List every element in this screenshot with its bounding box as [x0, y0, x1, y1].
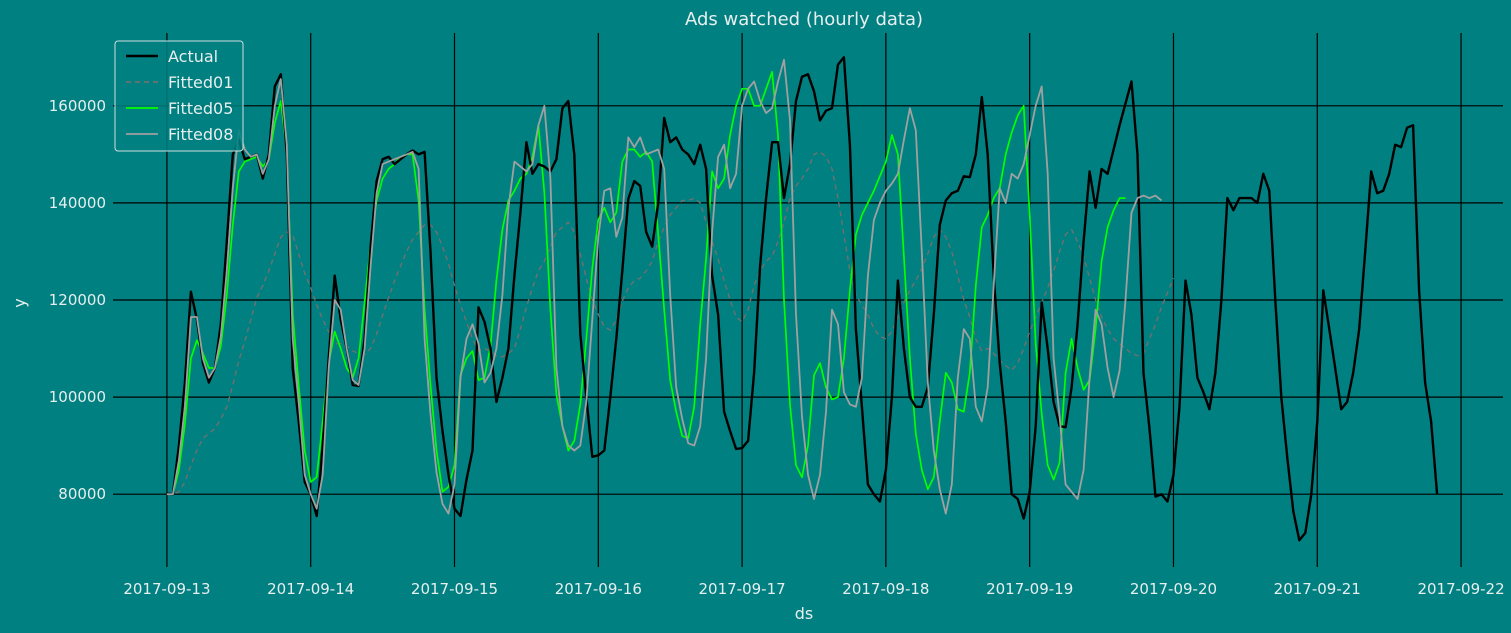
x-tick-label: 2017-09-18	[842, 580, 929, 598]
x-tick-label: 2017-09-22	[1417, 580, 1504, 598]
legend: Actual Fitted01 Fitted05 Fitted08	[114, 40, 244, 152]
legend-label: Fitted05	[168, 99, 233, 118]
x-tick-label: 2017-09-17	[699, 580, 786, 598]
x-axis-ticks: 2017-09-13 2017-09-14 2017-09-15 2017-09-16…	[123, 580, 1504, 598]
x-tick-label: 2017-09-19	[986, 580, 1073, 598]
x-tick-label: 2017-09-21	[1274, 580, 1361, 598]
legend-label: Fitted08	[168, 125, 233, 144]
series-line-actual	[166, 56, 1439, 542]
legend-label: Fitted01	[168, 73, 233, 92]
x-tick-label: 2017-09-14	[267, 580, 354, 598]
y-axis-ticks: 80000 100000 120000 140000 160000	[49, 97, 106, 503]
y-axis-label: y	[10, 298, 29, 307]
y-tick-label: 120000	[49, 291, 106, 309]
x-tick-label: 2017-09-20	[1130, 580, 1217, 598]
legend-label: Actual	[168, 47, 218, 66]
chart-title: Ads watched (hourly data)	[685, 9, 923, 30]
x-tick-label: 2017-09-15	[411, 580, 498, 598]
x-tick-label: 2017-09-13	[123, 580, 210, 598]
y-tick-label: 160000	[49, 97, 106, 115]
y-tick-label: 80000	[58, 485, 106, 503]
y-tick-label: 100000	[49, 388, 106, 406]
x-tick-label: 2017-09-16	[555, 580, 642, 598]
grid	[113, 33, 1503, 567]
x-axis-label: ds	[795, 604, 814, 623]
series-lines	[166, 56, 1439, 542]
series-line-fitted01	[166, 151, 1175, 495]
series-line-fitted08	[166, 58, 1163, 515]
legend-box	[114, 40, 244, 152]
y-tick-label: 140000	[49, 194, 106, 212]
